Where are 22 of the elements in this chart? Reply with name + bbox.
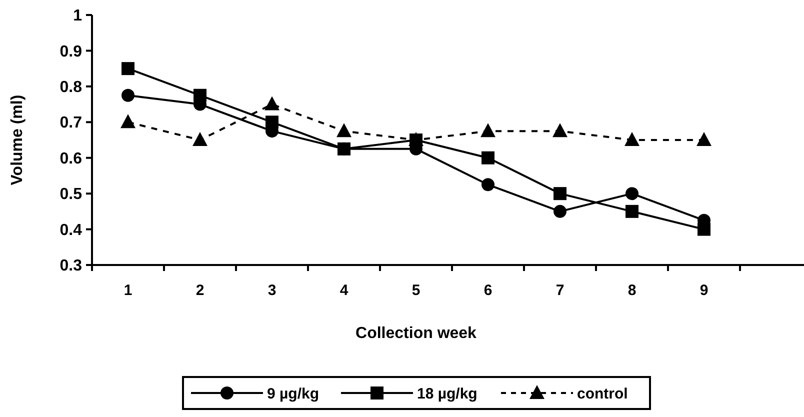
x-tick-label: 2 <box>196 282 204 299</box>
y-axis-title: Volume (ml) <box>9 94 26 186</box>
x-tick-label: 3 <box>268 282 276 299</box>
y-tick-label: 0.3 <box>60 258 82 275</box>
x-tick-label: 9 <box>700 282 708 299</box>
y-tick-label: 0.9 <box>60 43 82 60</box>
x-tick-label: 5 <box>412 282 420 299</box>
x-axis-title: Collection week <box>356 325 477 342</box>
legend-label: 9 µg/kg <box>267 385 319 402</box>
y-tick-label: 1 <box>73 8 82 25</box>
x-tick-label: 8 <box>628 282 636 299</box>
x-tick-label: 4 <box>340 282 349 299</box>
x-tick-label: 6 <box>484 282 492 299</box>
y-tick-label: 0.6 <box>60 150 82 168</box>
x-tick-label: 1 <box>124 282 132 299</box>
y-tick-label: 0.8 <box>60 79 82 96</box>
legend-label: 18 µg/kg <box>417 385 478 402</box>
legend-label: control <box>577 385 628 402</box>
y-tick-label: 0.5 <box>60 186 82 204</box>
x-tick-label: 7 <box>556 282 564 299</box>
y-tick-label: 0.4 <box>60 222 82 239</box>
y-tick-label: 0.7 <box>60 114 82 132</box>
